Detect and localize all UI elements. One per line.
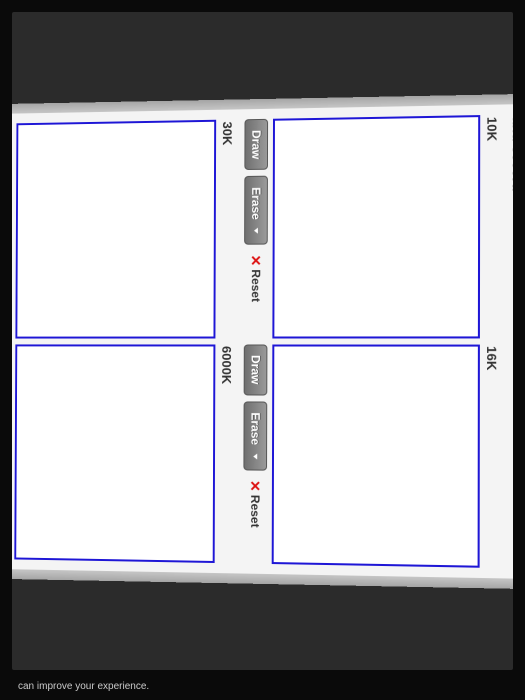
close-x-icon: ✕ [248,480,262,492]
draw-button[interactable]: Draw [243,344,267,395]
reset-label: Reset [248,495,262,528]
screen-area: The melting point of hydrogen is 14K and… [12,93,513,591]
cell-10k: 10K Draw Erase ✕ Reset [242,115,502,338]
cell-label: 6000K [218,346,233,563]
cell-label: 30K [219,121,234,338]
cell-16k: 16K Draw Erase ✕ Reset [241,344,502,568]
cell-label: 10K [484,117,500,338]
draw-button[interactable]: Draw [244,119,268,171]
reset-button[interactable]: ✕ Reset [249,255,263,302]
cell-label: 16K [484,346,500,568]
drawing-canvas[interactable] [15,120,215,338]
erase-button[interactable]: Erase [244,176,268,245]
reset-label: Reset [249,269,263,302]
app-content: The melting point of hydrogen is 14K and… [12,103,513,580]
instructions-text: The melting point of hydrogen is 14K and… [501,103,513,580]
canvas-toolbar: Draw Erase ✕ Reset [242,119,273,338]
drawing-canvas[interactable] [271,344,480,568]
footer-text: can improve your experience. [18,681,149,692]
drawing-grid: 10K Draw Erase ✕ Reset 16 [12,105,502,579]
canvas-toolbar: Draw Erase ✕ Reset [241,344,272,564]
erase-button[interactable]: Erase [243,401,267,470]
close-x-icon: ✕ [249,255,263,267]
drawing-canvas[interactable] [14,344,215,563]
cell-6000k: 6000K Draw Erase ✕ Reset [12,344,236,563]
cell-30k: 30K Draw Erase ✕ Reset [12,119,236,338]
drawing-canvas[interactable] [272,115,481,338]
monitor-bezel: The melting point of hydrogen is 14K and… [12,12,513,670]
reset-button[interactable]: ✕ Reset [248,480,262,528]
monitor-frame: The melting point of hydrogen is 14K and… [0,0,525,700]
